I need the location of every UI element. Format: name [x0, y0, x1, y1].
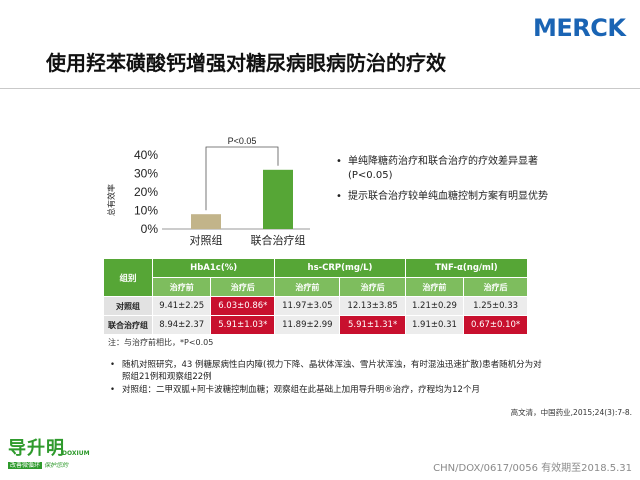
bar	[263, 169, 293, 229]
y-axis-label: 总有效率	[106, 184, 116, 216]
table-row: 对照组 9.41±2.25 6.03±0.86* 11.97±3.05 12.1…	[103, 296, 528, 316]
table-row: 联合治疗组 8.94±2.37 5.91±1.03* 11.89±2.99 5.…	[103, 315, 528, 335]
study-item: 对照组：二甲双胍+阿卡波糖控制血糖；观察组在此基础上加用导升明®治疗，疗程均为1…	[110, 384, 550, 396]
finding-item: 单纯降糖药治疗和联合治疗的疗效差异显著(P<0.05)	[336, 155, 551, 183]
efficacy-bar-chart: 总有效率 0% 10% 20% 30% 40% 对照组 联合治疗组 P<0.05	[106, 136, 320, 260]
findings-list: 单纯降糖药治疗和联合治疗的疗效差异显著(P<0.05) 提示联合治疗较单纯血糖控…	[336, 155, 551, 211]
bar	[191, 214, 221, 229]
y-tick-label: 20%	[134, 185, 158, 199]
title-divider	[0, 88, 640, 89]
merck-logo: MERCK	[533, 14, 626, 42]
table-cell: 1.91±0.31	[404, 315, 465, 335]
row-label: 联合治疗组	[103, 315, 153, 335]
doxium-tagline-a: 改善微循环	[8, 462, 43, 469]
sub-header: 治疗后	[210, 277, 276, 297]
y-tick-label: 40%	[134, 148, 158, 162]
doxium-tagline-b: 保护您的	[44, 462, 69, 469]
doxium-tagline: 改善微循环 保护您的	[8, 460, 96, 469]
sub-header: 治疗后	[339, 277, 406, 297]
col-group-tnf: TNF-α(ng/ml)	[404, 258, 529, 278]
y-tick-label: 30%	[134, 167, 158, 181]
col-group-hba1c: HbA1c(%)	[151, 258, 276, 278]
table-note: 注：与治疗前相比，*P<0.05	[108, 338, 214, 347]
group-header: 组别	[103, 258, 153, 297]
reference-citation: 高文清，中国药业,2015;24(3):7-8.	[510, 408, 632, 417]
sub-header: 治疗后	[463, 277, 528, 297]
significance-label: P<0.05	[228, 136, 257, 146]
row-label: 对照组	[103, 296, 153, 316]
results-table: 组别 HbA1c(%) hs-CRP(mg/L) TNF-α(ng/ml) 治疗…	[103, 258, 529, 335]
sub-header: 治疗前	[404, 277, 465, 297]
table-cell: 6.03±0.86*	[210, 296, 276, 316]
sub-header: 治疗前	[151, 277, 212, 297]
sub-header: 治疗前	[274, 277, 341, 297]
page-title: 使用羟苯磺酸钙增强对糖尿病眼病防治的疗效	[46, 51, 446, 75]
table-cell: 9.41±2.25	[151, 296, 212, 316]
doxium-logo-cn: 导升明	[8, 438, 65, 459]
table-cell: 11.97±3.05	[274, 296, 341, 316]
x-tick-label: 联合治疗组	[251, 233, 306, 247]
x-tick-label: 对照组	[190, 233, 223, 247]
table-cell: 5.91±1.31*	[339, 315, 406, 335]
table-cell: 0.67±0.10*	[463, 315, 528, 335]
col-group-hscrp: hs-CRP(mg/L)	[274, 258, 406, 278]
table-cell: 11.89±2.99	[274, 315, 341, 335]
study-item: 随机对照研究，43 例糖尿病性白内障(视力下降、晶状体浑浊、雪片状浑浊，有时混浊…	[110, 359, 550, 383]
table-cell: 8.94±2.37	[151, 315, 212, 335]
doxium-logo: 导升明 DOXIUM 改善微循环 保护您的	[8, 434, 98, 474]
significance-bracket: P<0.05	[205, 136, 279, 211]
y-tick-label: 0%	[141, 222, 159, 236]
table-cell: 12.13±3.85	[339, 296, 406, 316]
table-cell: 5.91±1.03*	[210, 315, 276, 335]
table-cell: 1.25±0.33	[463, 296, 528, 316]
document-code: CHN/DOX/0617/0056 有效期至2018.5.31	[433, 463, 632, 474]
y-tick-label: 10%	[134, 204, 158, 218]
doxium-logo-en: DOXIUM	[62, 450, 90, 457]
table-cell: 1.21±0.29	[404, 296, 465, 316]
study-design-list: 随机对照研究，43 例糖尿病性白内障(视力下降、晶状体浑浊、雪片状浑浊，有时混浊…	[110, 359, 550, 397]
finding-item: 提示联合治疗较单纯血糖控制方案有明显优势	[336, 190, 551, 204]
